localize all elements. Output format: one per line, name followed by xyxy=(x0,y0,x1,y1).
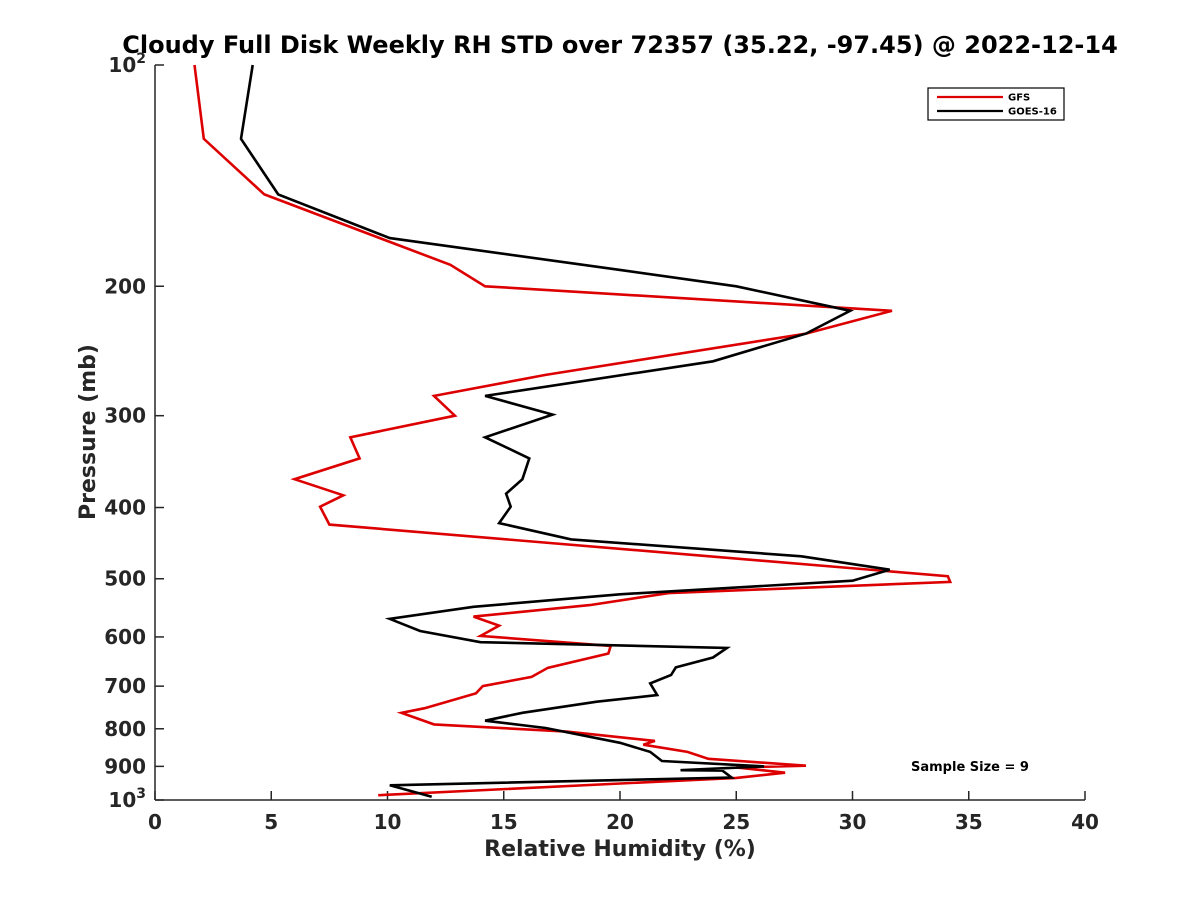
y-tick-label: 500 xyxy=(104,567,146,591)
legend-label: GFS xyxy=(1008,93,1030,104)
x-tick-label: 40 xyxy=(1071,810,1099,834)
sample-size-annotation: Sample Size = 9 xyxy=(911,760,1029,775)
x-tick-label: 0 xyxy=(148,810,162,834)
chart-title: Cloudy Full Disk Weekly RH STD over 7235… xyxy=(122,31,1118,59)
x-tick-label: 10 xyxy=(374,810,402,834)
y-tick-label: 200 xyxy=(104,274,146,298)
y-tick-label: 700 xyxy=(104,674,146,698)
y-tick-label: 300 xyxy=(104,404,146,428)
x-axis-ticks: 0 5 10 15 20 25 30 35 40 xyxy=(148,791,1099,834)
legend-items: GFS GOES-16 xyxy=(937,93,1057,118)
x-tick-label: 35 xyxy=(955,810,983,834)
y-tick-label: 102 xyxy=(108,51,146,77)
plot-area: 0 5 10 15 20 25 30 35 40 102 200 300 400 500 600 700 80… xyxy=(104,51,1099,834)
x-axis-title: Relative Humidity (%) xyxy=(484,837,756,862)
series-line-gfs xyxy=(193,64,953,797)
y-axis-title: Pressure (mb) xyxy=(76,344,101,520)
y-tick-label: 900 xyxy=(104,754,146,778)
y-tick-label: 600 xyxy=(104,625,146,649)
series-group xyxy=(193,64,953,799)
x-tick-label: 20 xyxy=(606,810,634,834)
x-tick-label: 25 xyxy=(722,810,750,834)
y-tick-label: 400 xyxy=(104,496,146,520)
y-axis-ticks: 102 200 300 400 500 600 700 800 900 103 xyxy=(104,51,164,812)
legend: GFS GOES-16 xyxy=(927,87,1065,121)
x-tick-label: 30 xyxy=(839,810,867,834)
y-tick-label: 800 xyxy=(104,717,146,741)
y-tick-label: 103 xyxy=(108,786,146,812)
x-tick-label: 15 xyxy=(490,810,518,834)
series-line-goes-16 xyxy=(239,64,891,799)
legend-label: GOES-16 xyxy=(1008,107,1057,118)
x-tick-label: 5 xyxy=(264,810,278,834)
legend-box xyxy=(927,87,1065,121)
